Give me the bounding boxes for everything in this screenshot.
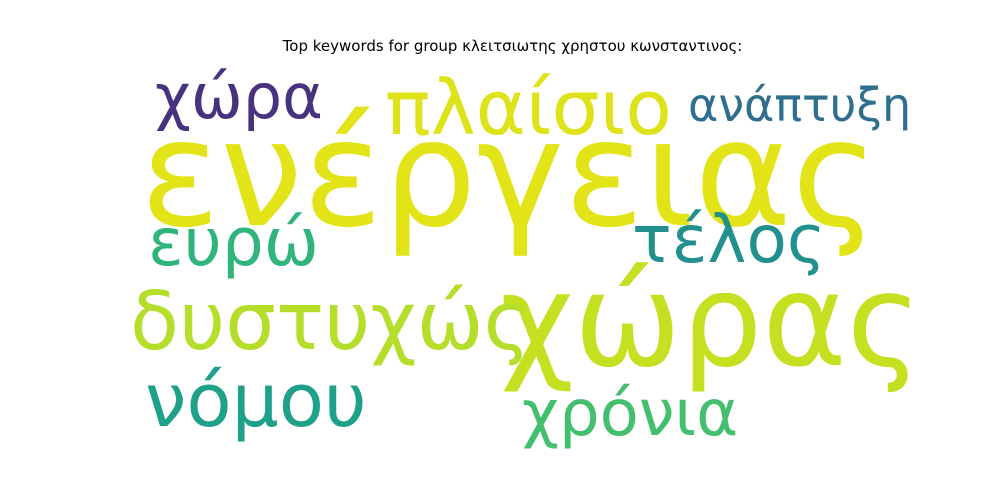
word-dystychos: δυστυχώς xyxy=(130,275,531,368)
word-anaptyxi: ανάπτυξη xyxy=(688,78,912,132)
word-nomou: νόμου xyxy=(145,358,367,444)
word-evro: ευρώ xyxy=(148,204,320,281)
word-plaisio: πλαίσιο xyxy=(385,63,672,152)
word-chronia: χρόνια xyxy=(522,377,739,451)
word-telos: τέλος xyxy=(632,201,826,278)
word-choras: χώρας xyxy=(500,247,922,396)
figure-title: Top keywords for group κλειτσιωτης χρηστ… xyxy=(282,37,743,55)
word-energeias: ενέργειας xyxy=(140,88,879,260)
word-chora: χώρα xyxy=(155,60,323,133)
